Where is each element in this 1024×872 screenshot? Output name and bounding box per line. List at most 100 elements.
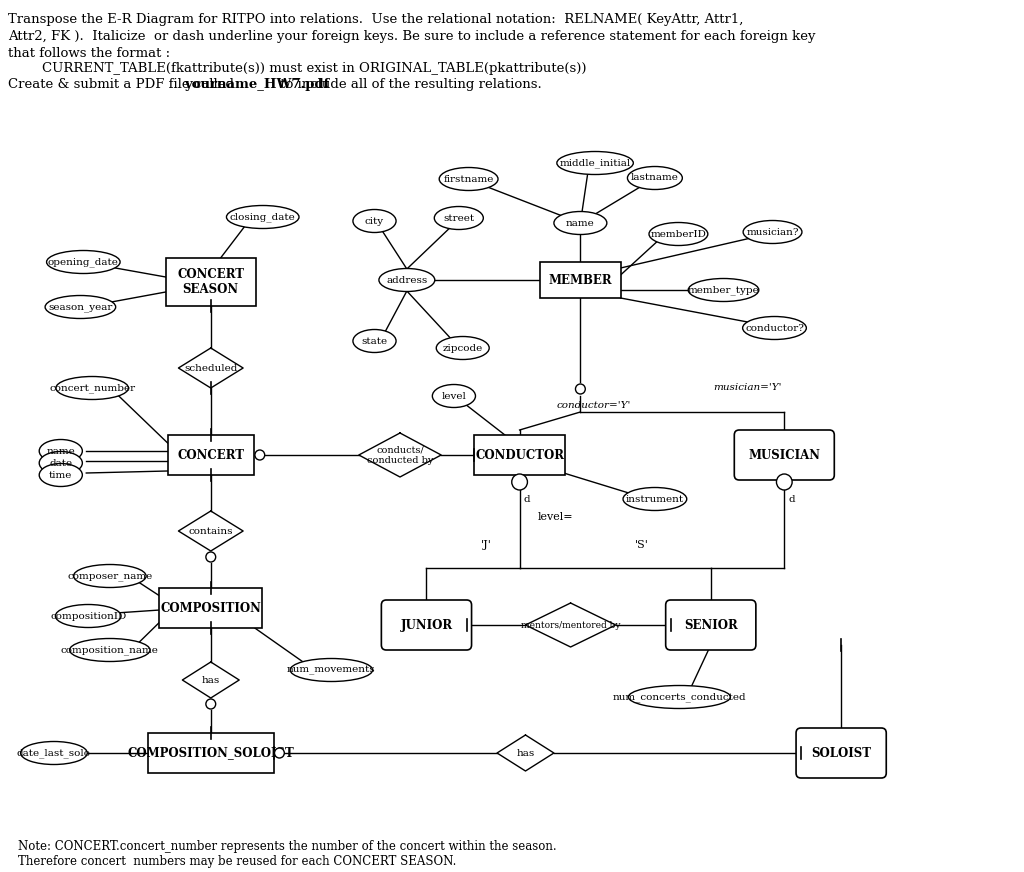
Circle shape <box>776 474 793 490</box>
Text: Therefore concert  numbers may be reused for each CONCERT SEASON.: Therefore concert numbers may be reused … <box>17 855 456 868</box>
Text: street: street <box>443 214 474 222</box>
Ellipse shape <box>742 317 806 339</box>
FancyBboxPatch shape <box>166 258 256 306</box>
Text: yourname_HW7.pdf: yourname_HW7.pdf <box>184 78 329 91</box>
Ellipse shape <box>56 377 128 399</box>
Text: Note: CONCERT.concert_number represents the number of the concert within the sea: Note: CONCERT.concert_number represents … <box>17 840 556 853</box>
Text: Create & submit a PDF file called: Create & submit a PDF file called <box>8 78 239 91</box>
Text: SENIOR: SENIOR <box>684 618 737 631</box>
FancyBboxPatch shape <box>148 733 273 773</box>
Ellipse shape <box>20 741 87 765</box>
FancyBboxPatch shape <box>541 262 621 298</box>
Text: that follows the format :: that follows the format : <box>8 47 170 60</box>
Ellipse shape <box>45 296 116 318</box>
Text: Attr2, FK ).  Italicize  or dash underline your foreign keys. Be sure to include: Attr2, FK ). Italicize or dash underline… <box>8 30 815 43</box>
Text: member_type: member_type <box>688 285 760 295</box>
Ellipse shape <box>379 269 435 291</box>
FancyBboxPatch shape <box>734 430 835 480</box>
Text: zipcode: zipcode <box>442 344 483 352</box>
Text: scheduled: scheduled <box>184 364 238 372</box>
Text: 'S': 'S' <box>635 540 649 550</box>
Ellipse shape <box>74 564 146 588</box>
Text: d: d <box>523 495 530 504</box>
Text: MUSICIAN: MUSICIAN <box>749 448 820 461</box>
Ellipse shape <box>649 222 708 246</box>
FancyBboxPatch shape <box>381 600 472 650</box>
Text: Transpose the E-R Diagram for RITPO into relations.  Use the relational notation: Transpose the E-R Diagram for RITPO into… <box>8 13 743 26</box>
Ellipse shape <box>434 207 483 229</box>
Ellipse shape <box>628 167 682 189</box>
Circle shape <box>206 552 216 562</box>
Text: concert_number: concert_number <box>49 383 135 393</box>
Ellipse shape <box>290 658 373 682</box>
Ellipse shape <box>39 452 82 474</box>
Text: conductor?: conductor? <box>745 324 804 332</box>
Text: num_concerts_conducted: num_concerts_conducted <box>612 692 746 702</box>
Ellipse shape <box>629 685 730 708</box>
Text: COMPOSITION_SOLOIST: COMPOSITION_SOLOIST <box>127 746 294 760</box>
Text: MEMBER: MEMBER <box>549 274 612 287</box>
Polygon shape <box>178 511 243 551</box>
Ellipse shape <box>39 439 82 462</box>
FancyBboxPatch shape <box>168 435 254 475</box>
Text: mentors/mentored by: mentors/mentored by <box>521 621 621 630</box>
Polygon shape <box>178 348 243 388</box>
Text: memberID: memberID <box>650 229 707 239</box>
Text: CONCERT: CONCERT <box>177 448 245 461</box>
Ellipse shape <box>432 385 475 407</box>
Text: compositionID: compositionID <box>50 611 126 621</box>
Ellipse shape <box>70 638 150 662</box>
FancyBboxPatch shape <box>160 588 262 628</box>
Polygon shape <box>182 662 240 698</box>
Text: CONDUCTOR: CONDUCTOR <box>475 448 564 461</box>
FancyBboxPatch shape <box>666 600 756 650</box>
Text: time: time <box>49 471 73 480</box>
Ellipse shape <box>554 212 607 235</box>
FancyBboxPatch shape <box>474 435 564 475</box>
Ellipse shape <box>39 464 82 487</box>
Text: opening_date: opening_date <box>48 257 119 267</box>
Ellipse shape <box>353 209 396 233</box>
Ellipse shape <box>688 278 759 302</box>
Ellipse shape <box>623 487 687 510</box>
Text: 'J': 'J' <box>480 540 492 550</box>
Text: middle_initial: middle_initial <box>559 158 631 167</box>
Circle shape <box>575 384 586 394</box>
Text: has: has <box>516 748 535 758</box>
Text: name: name <box>566 219 595 228</box>
Polygon shape <box>358 433 441 477</box>
Circle shape <box>255 450 264 460</box>
Ellipse shape <box>226 206 299 228</box>
Text: season_year: season_year <box>48 303 113 311</box>
Ellipse shape <box>55 604 121 628</box>
Text: closing_date: closing_date <box>229 212 296 221</box>
Text: SOLOIST: SOLOIST <box>811 746 871 760</box>
Text: to include all of the resulting relations.: to include all of the resulting relation… <box>276 78 542 91</box>
Text: level=: level= <box>538 512 572 522</box>
Text: has: has <box>202 676 220 685</box>
Text: state: state <box>361 337 387 345</box>
Text: num_movements: num_movements <box>287 665 376 675</box>
Text: firstname: firstname <box>443 174 494 183</box>
Text: conductor='Y': conductor='Y' <box>557 401 631 410</box>
Text: musician='Y': musician='Y' <box>714 383 782 392</box>
Text: composer_name: composer_name <box>68 571 153 581</box>
Text: level: level <box>441 392 466 400</box>
Ellipse shape <box>353 330 396 352</box>
Circle shape <box>206 699 216 709</box>
Circle shape <box>274 748 285 758</box>
Ellipse shape <box>436 337 489 359</box>
Text: musician?: musician? <box>746 228 799 236</box>
Text: address: address <box>386 276 427 284</box>
Text: CURRENT_TABLE(fkattribute(s)) must exist in ORIGINAL_TABLE(pkattribute(s)): CURRENT_TABLE(fkattribute(s)) must exist… <box>8 62 587 75</box>
Text: instrument: instrument <box>626 494 684 503</box>
Text: conducts/
conducted by: conducts/ conducted by <box>367 446 433 465</box>
FancyBboxPatch shape <box>796 728 886 778</box>
Text: date_last_solo: date_last_solo <box>17 748 91 758</box>
Text: CONCERT
SEASON: CONCERT SEASON <box>177 268 245 296</box>
Text: COMPOSITION: COMPOSITION <box>161 602 261 615</box>
Text: name: name <box>46 446 75 455</box>
Ellipse shape <box>743 221 802 243</box>
Circle shape <box>512 474 527 490</box>
Ellipse shape <box>46 250 120 274</box>
